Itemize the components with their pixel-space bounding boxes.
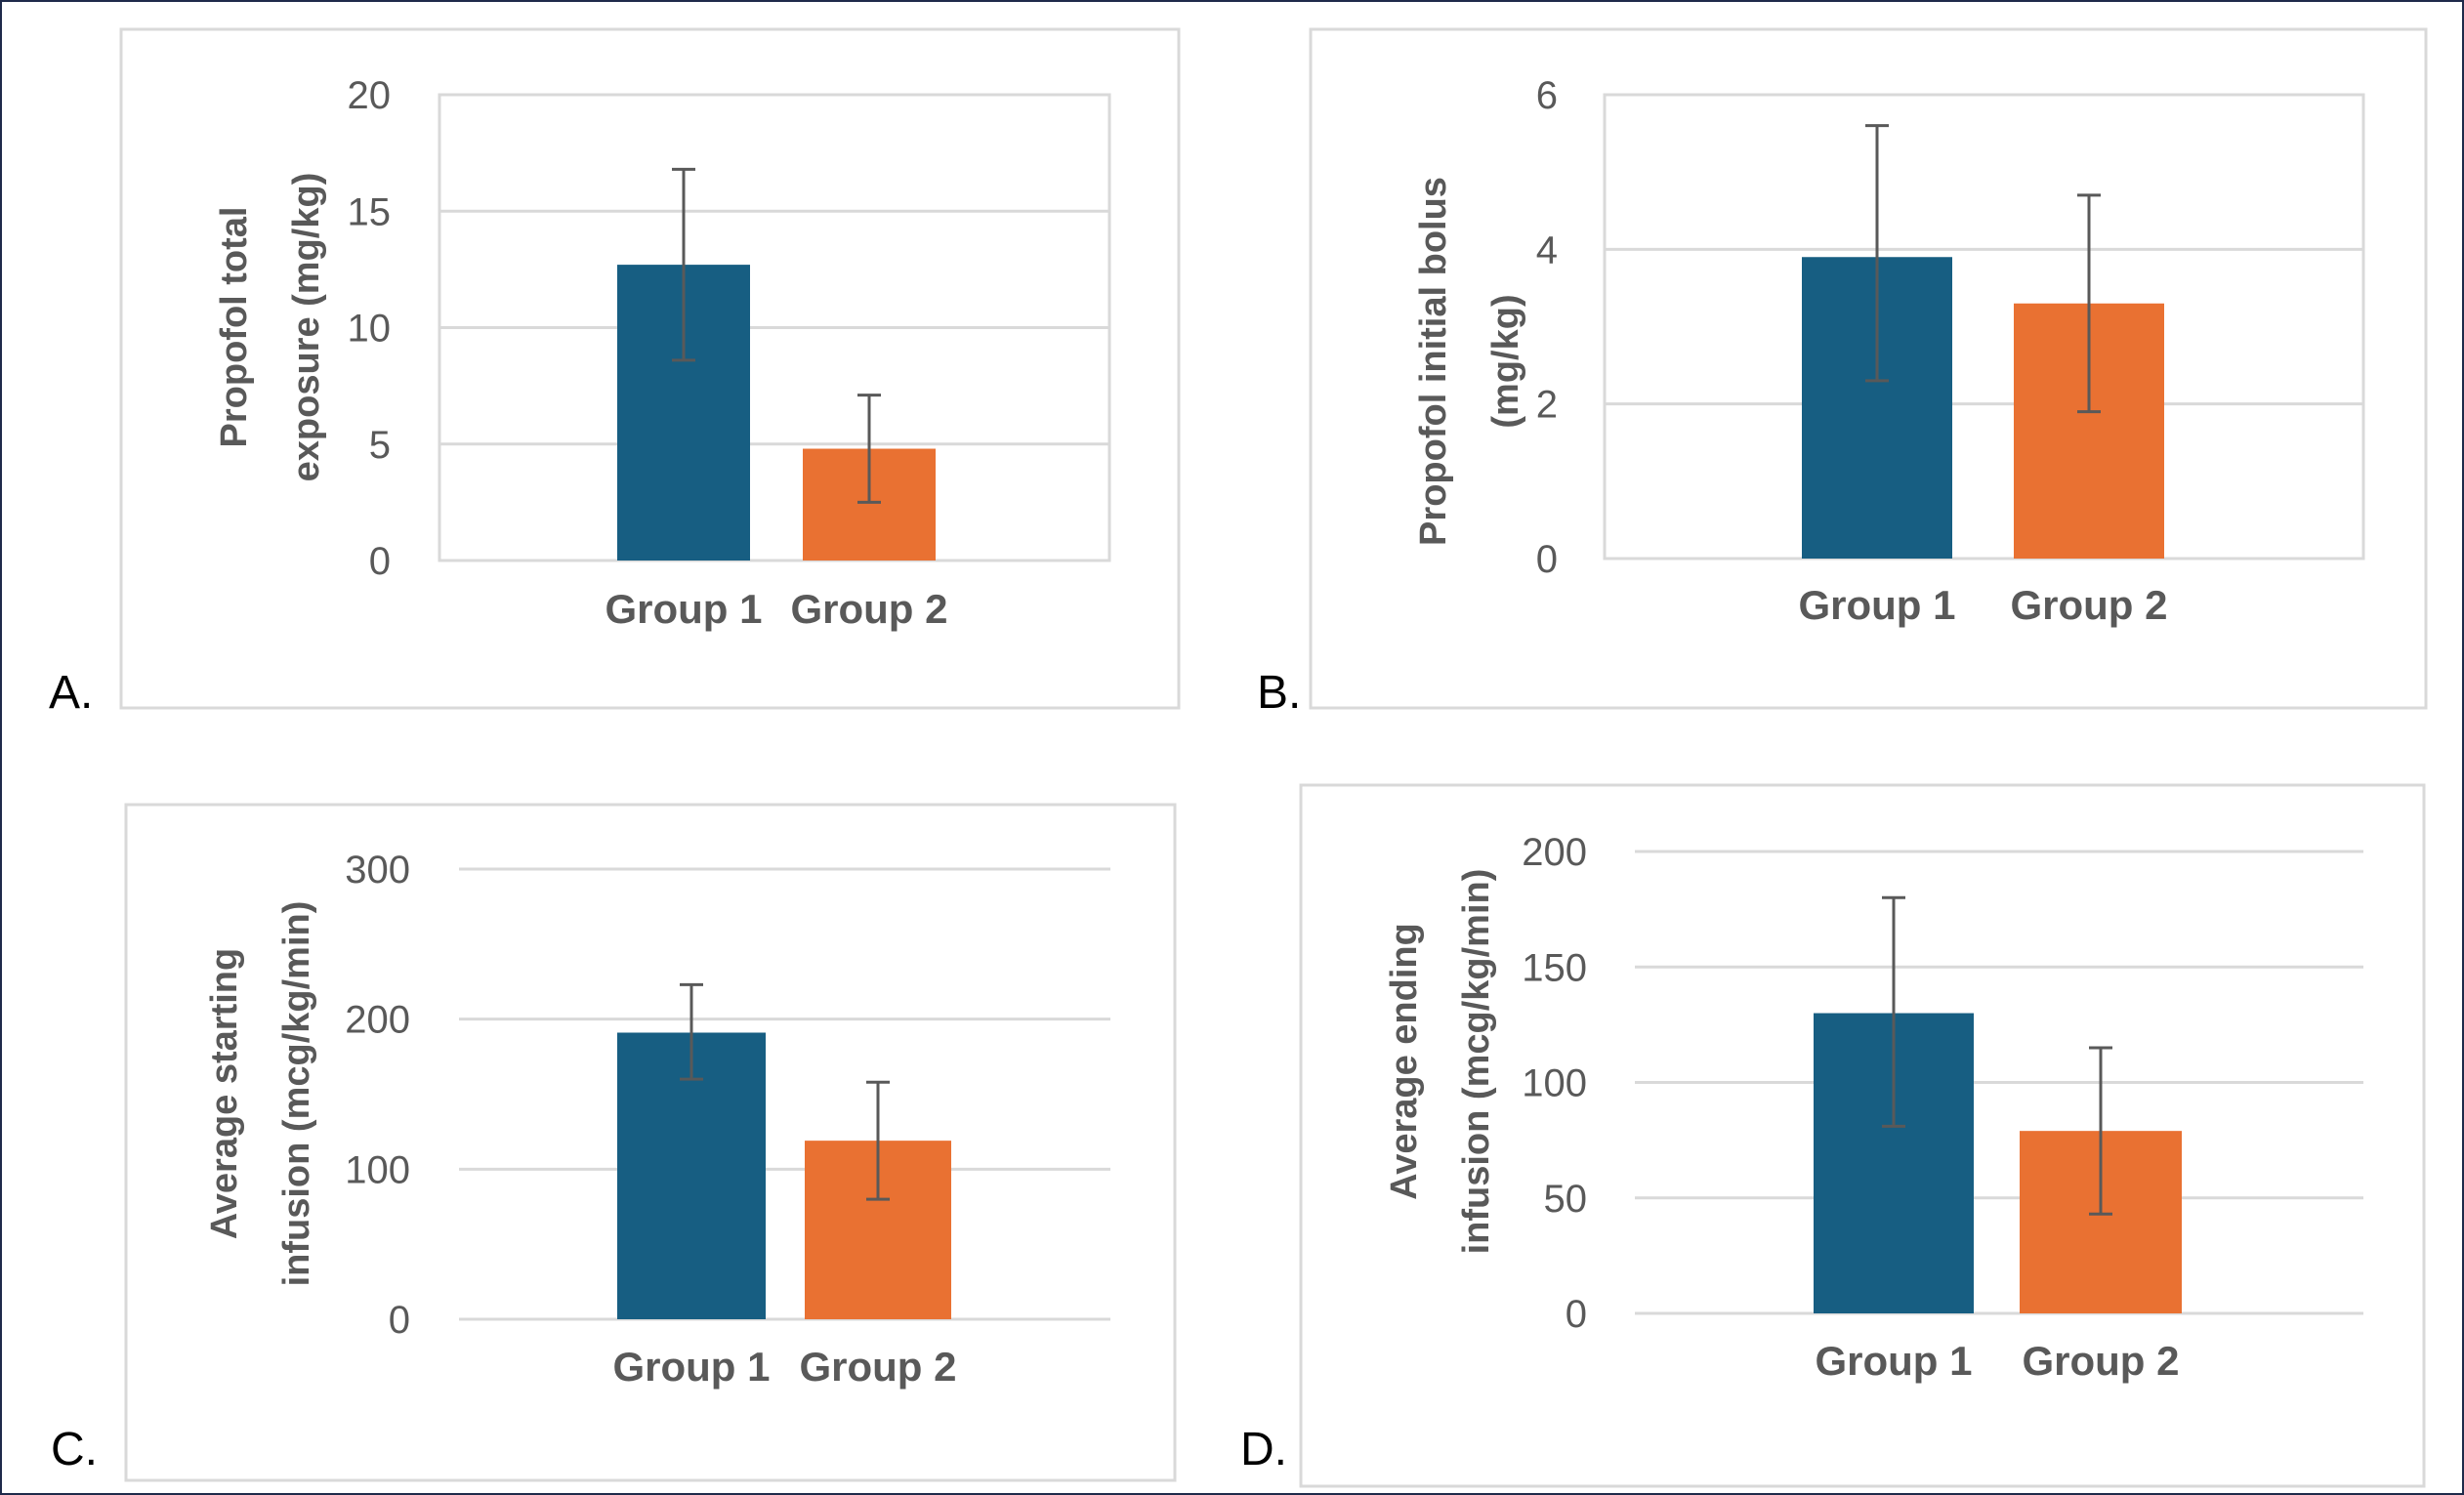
y-axis-title-line: Propofol total	[214, 207, 255, 448]
y-tick-label: 200	[345, 999, 410, 1042]
error-bar	[2077, 193, 2101, 414]
panel-label: C.	[51, 1424, 98, 1475]
chart-panel-c: 0 100 200 300 Group 1 Group 2 Average starting…	[51, 803, 1177, 1482]
y-tick-label: 4	[1536, 228, 1558, 271]
y-tick-label: 15	[348, 190, 392, 233]
y-axis-title-line: Average ending	[1384, 923, 1425, 1200]
y-axis-title-line: (mg/kg)	[1485, 294, 1526, 428]
error-bar	[2089, 1046, 2112, 1216]
x-category-label: Group 1	[1815, 1338, 1972, 1384]
error-bar	[1865, 124, 1889, 383]
y-tick-label: 300	[345, 849, 410, 892]
panel-label: A.	[49, 667, 93, 719]
y-axis-title-line: Propofol initial bolus	[1413, 177, 1454, 546]
error-bar	[680, 982, 703, 1081]
y-tick-label: 50	[1544, 1178, 1588, 1221]
y-tick-label: 2	[1536, 384, 1558, 427]
y-tick-label: 100	[345, 1148, 410, 1191]
y-tick-label: 0	[1566, 1293, 1587, 1336]
error-bar	[1882, 895, 1905, 1128]
x-category-label: Group 1	[612, 1344, 770, 1390]
panel-label: D.	[1240, 1424, 1287, 1475]
y-tick-label: 5	[369, 424, 391, 467]
error-bar	[866, 1080, 890, 1201]
y-axis-title-line: Average starting	[204, 948, 245, 1239]
y-axis-title-line: infusion (mcg/kg/min)	[1456, 869, 1497, 1255]
error-bar	[857, 394, 881, 504]
error-bar	[672, 167, 695, 362]
x-category-label: Group 2	[2010, 582, 2167, 628]
y-tick-label: 200	[1522, 831, 1587, 874]
x-category-label: Group 2	[790, 586, 947, 632]
chart-panel-a: 0 5 10 15 20 Group 1 Group 2 Propofol total expo…	[49, 27, 1181, 719]
chart-panel-b: 0 2 4 6 Group 1 Group 2 Propofol initial bolus…	[1257, 27, 2428, 719]
y-tick-label: 6	[1536, 74, 1558, 117]
x-category-label: Group 2	[799, 1344, 956, 1390]
y-tick-label: 100	[1522, 1062, 1587, 1105]
panel-label: B.	[1257, 667, 1301, 719]
y-axis-title-line: infusion (mcg/kg/min)	[276, 901, 317, 1287]
chart-panel-d: 0 50 100 150 200 Group 1 Group 2 Average ending…	[1240, 783, 2426, 1488]
y-tick-label: 0	[369, 540, 391, 583]
y-tick-label: 10	[348, 308, 392, 351]
y-tick-label: 150	[1522, 946, 1587, 989]
x-category-label: Group 1	[1798, 582, 1955, 628]
y-tick-label: 20	[348, 74, 392, 117]
y-axis-title-line: exposure (mg/kg)	[286, 173, 327, 482]
x-category-label: Group 1	[605, 586, 762, 632]
y-tick-label: 0	[389, 1299, 410, 1342]
x-category-label: Group 2	[2022, 1338, 2179, 1384]
y-tick-label: 0	[1536, 538, 1558, 581]
